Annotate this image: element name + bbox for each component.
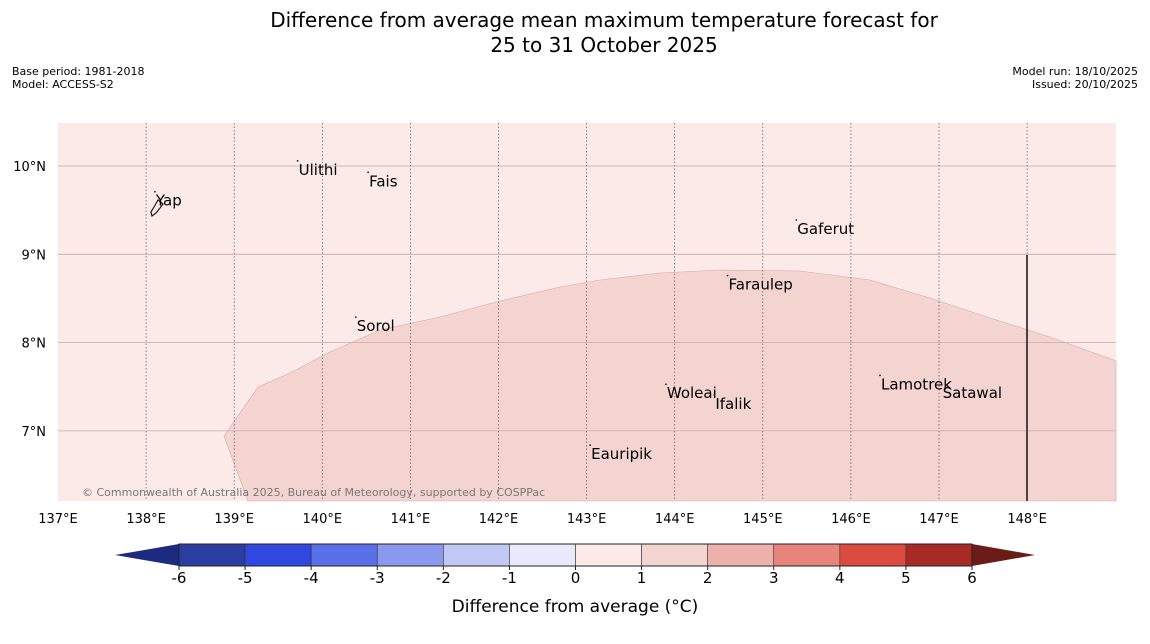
colorbar-cell xyxy=(178,543,246,567)
island-marker xyxy=(354,316,357,319)
lat-tick-label: 9°N xyxy=(22,248,47,263)
meta-right: Model run: 18/10/2025 Issued: 20/10/2025 xyxy=(1012,65,1138,91)
island-labels: Yap Ulithi Fais Gaferut Faraulep Sorol WoleaiI… xyxy=(154,159,1002,463)
model-run: Model run: 18/10/2025 xyxy=(1012,65,1138,78)
copyright-notice: © Commonwealth of Australia 2025, Bureau… xyxy=(82,486,545,499)
island-marker xyxy=(726,274,729,277)
lat-tick-label: 10°N xyxy=(13,160,46,175)
island-marker xyxy=(713,393,716,396)
lon-tick-label: 137°E xyxy=(38,512,78,527)
lon-tick-label: 138°E xyxy=(126,512,166,527)
colorbar-cell xyxy=(641,543,708,567)
colorbar-tick-label: -5 xyxy=(238,569,253,587)
island-label: Sorol xyxy=(357,317,395,335)
colorbar-tick-label: 1 xyxy=(637,569,647,587)
lat-tick-label: 8°N xyxy=(22,337,47,352)
island-label: Woleai xyxy=(667,384,717,402)
issued-date: Issued: 20/10/2025 xyxy=(1031,78,1138,91)
lon-tick-label: 146°E xyxy=(831,512,871,527)
model-name: Model: ACCESS-S2 xyxy=(12,78,114,91)
colorbar-tick-label: 4 xyxy=(835,569,845,587)
lat-axis-labels: 10°N 9°N 8°N 7°N xyxy=(13,160,46,440)
island-label: Satawal xyxy=(943,384,1002,402)
lon-tick-label: 139°E xyxy=(214,512,254,527)
island-marker xyxy=(940,383,943,386)
colorbar-cell xyxy=(244,543,312,567)
colorbar-tick-label: 6 xyxy=(967,569,977,587)
lon-tick-label: 145°E xyxy=(743,512,783,527)
island-marker xyxy=(664,383,667,386)
colorbar-cell xyxy=(376,543,444,567)
colorbar-over-arrow xyxy=(972,544,1035,566)
colorbar-cell xyxy=(707,543,775,567)
colorbar-cell xyxy=(509,543,576,567)
colorbar-tick-label: -3 xyxy=(370,569,385,587)
lon-tick-label: 143°E xyxy=(567,512,607,527)
lon-tick-label: 140°E xyxy=(303,512,343,527)
colorbar: -6 -5 -4 -3 -2 -1 0 1 2 3 4 5 6 xyxy=(115,543,1035,587)
colorbar-tick-label: 3 xyxy=(769,569,779,587)
lon-gridlines xyxy=(145,123,1028,501)
lat-gridlines xyxy=(58,165,1116,432)
colorbar-tick-label: 5 xyxy=(901,569,911,587)
title-line-2: 25 to 31 October 2025 xyxy=(490,33,718,57)
colorbar-label: Difference from average (°C) xyxy=(452,597,699,617)
colorbar-ticks: -6 -5 -4 -3 -2 -1 0 1 2 3 4 5 6 xyxy=(172,566,977,587)
island-marker xyxy=(154,190,156,193)
colorbar-cell xyxy=(773,543,841,567)
colorbar-cell xyxy=(905,543,973,567)
lon-tick-label: 142°E xyxy=(479,512,519,527)
island-label: Yap xyxy=(155,192,182,210)
island-marker xyxy=(879,374,881,377)
lon-tick-label: 148°E xyxy=(1007,512,1047,527)
base-period: Base period: 1981-2018 xyxy=(12,65,145,78)
island-label: Ifalik xyxy=(715,395,751,413)
map-title: Difference from average mean maximum tem… xyxy=(0,8,1150,58)
colorbar-tick-label: -4 xyxy=(304,569,319,587)
island-marker xyxy=(367,171,370,174)
island-label: Ulithi xyxy=(299,161,338,179)
lat-tick-label: 7°N xyxy=(22,425,47,440)
island-marker xyxy=(795,219,798,221)
lon-tick-label: 144°E xyxy=(655,512,695,527)
colorbar-tick-label: -1 xyxy=(502,569,517,587)
island-label: Faraulep xyxy=(729,276,793,294)
colorbar-cell xyxy=(575,543,642,567)
colorbar-cell xyxy=(310,543,378,567)
colorbar-cell xyxy=(839,543,907,567)
island-label: Eauripik xyxy=(591,445,652,463)
colorbar-under-arrow xyxy=(115,544,179,566)
title-line-1: Difference from average mean maximum tem… xyxy=(270,8,938,32)
colorbar-cells xyxy=(178,543,973,567)
colorbar-tick-label: -2 xyxy=(436,569,451,587)
lon-tick-label: 141°E xyxy=(391,512,431,527)
anomaly-region-1-2 xyxy=(223,269,1117,502)
lon-axis-labels: 137°E 138°E 139°E 140°E 141°E 142°E 143°E 144°E… xyxy=(38,512,1047,527)
yap-landmass xyxy=(150,199,164,218)
island-marker xyxy=(589,444,592,447)
island-label: Fais xyxy=(369,172,398,190)
meta-left: Base period: 1981-2018 Model: ACCESS-S2 xyxy=(12,65,144,91)
colorbar-tick-label: -6 xyxy=(172,569,187,587)
colorbar-tick-label: 0 xyxy=(571,569,581,587)
colorbar-tick-label: 2 xyxy=(703,569,713,587)
island-label: Lamotrek xyxy=(881,375,952,393)
island-marker xyxy=(296,159,299,162)
island-label: Gaferut xyxy=(797,220,854,238)
lon-tick-label: 147°E xyxy=(919,512,959,527)
colorbar-cell xyxy=(443,543,510,567)
